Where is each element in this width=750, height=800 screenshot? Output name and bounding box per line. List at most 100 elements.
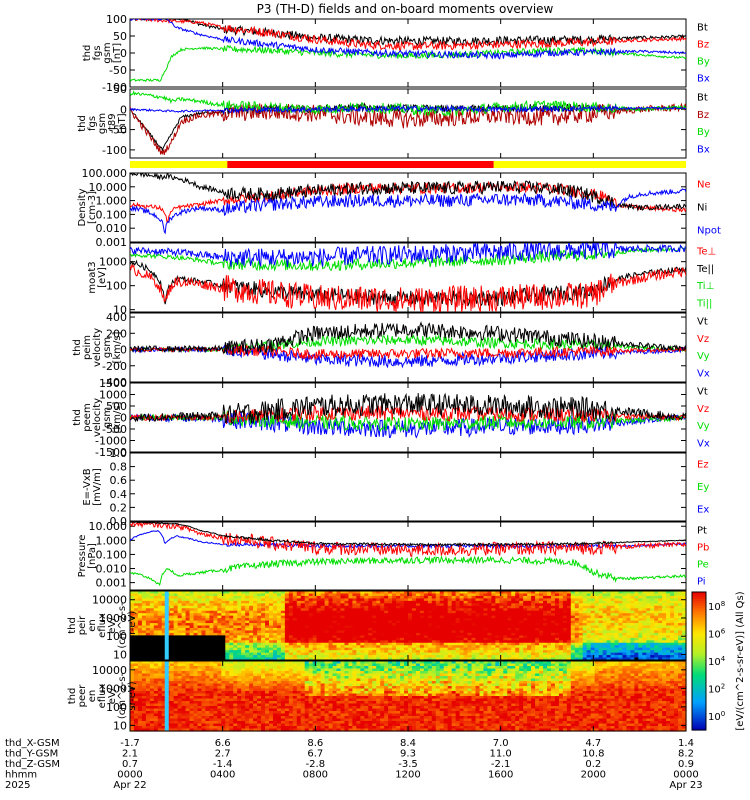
heat-cell [650, 591, 655, 595]
heat-cell [157, 696, 163, 700]
heat-cell [169, 608, 175, 612]
heat-cell [431, 635, 437, 639]
heat-cell [173, 726, 179, 730]
heat-cell [137, 668, 143, 672]
heat-cell [543, 595, 548, 599]
heat-cell [300, 593, 306, 597]
heat-cell [328, 600, 334, 604]
heat-cell [535, 655, 540, 659]
heat-cell [630, 598, 635, 602]
heat-cell [336, 655, 342, 659]
heat-cell [443, 593, 449, 597]
heat-cell [423, 615, 429, 619]
heat-cell [352, 630, 357, 634]
heat-cell [423, 618, 429, 622]
heat-cell [185, 650, 191, 654]
heat-cell [682, 600, 687, 604]
heat-cell [515, 652, 520, 656]
heat-cell [229, 686, 234, 690]
heat-cell [157, 706, 163, 710]
heat-cell [527, 620, 532, 624]
heat-cell [562, 640, 568, 644]
heat-cell [229, 678, 234, 682]
heat-cell [388, 652, 393, 656]
heat-cell [177, 728, 183, 732]
fgs_sm-ylabel: thdfgsgsm-t89[nT] [77, 113, 128, 134]
heat-cell [558, 640, 564, 644]
heat-cell [642, 620, 647, 624]
heat-cell [209, 693, 214, 697]
heat-cell [201, 595, 207, 599]
heat-cell [423, 642, 429, 646]
heat-cell [304, 623, 310, 627]
heat-cell [324, 620, 330, 624]
heat-cell [137, 661, 143, 665]
heat-cell [523, 635, 528, 639]
heat-cell [451, 625, 457, 629]
legend-peim_vel-1: Vz [697, 334, 709, 345]
heat-cell [173, 630, 179, 634]
heat-cell [328, 640, 334, 644]
heat-cell [133, 673, 139, 677]
heat-cell [455, 645, 461, 649]
heat-cell [364, 615, 369, 619]
heat-cell [344, 635, 350, 639]
heat-cell [570, 627, 576, 632]
heat-cell [153, 642, 159, 646]
heat-cell [451, 605, 457, 609]
heat-cell [483, 595, 489, 599]
heat-cell [288, 591, 294, 595]
heat-cell [137, 600, 143, 604]
heat-cell [149, 666, 155, 670]
heat-cell [658, 610, 663, 614]
heat-cell [130, 673, 135, 677]
heat-cell [380, 610, 385, 614]
heat-cell [380, 620, 385, 624]
heat-cell [519, 595, 524, 599]
heat-cell [177, 650, 183, 654]
heat-cell [471, 600, 477, 604]
heat-cell [471, 595, 477, 599]
heat-cell [245, 645, 250, 649]
heat-cell [578, 627, 584, 632]
heat-cell [308, 605, 314, 609]
heat-cell [249, 657, 254, 661]
heat-cell [372, 642, 377, 646]
heat-cell [185, 647, 191, 651]
heat-cell [296, 655, 302, 659]
heat-cell [185, 668, 191, 672]
heat-cell [181, 600, 187, 604]
heat-cell [328, 625, 334, 629]
heat-cell [221, 666, 226, 670]
heat-cell [340, 630, 346, 634]
heat-cell [368, 623, 373, 627]
heat-cell [471, 608, 477, 612]
heat-cell [678, 615, 683, 619]
heat-cell [169, 721, 175, 725]
heat-cell [130, 618, 135, 622]
heat-cell [269, 620, 274, 624]
heat-cell [296, 627, 302, 632]
heat-cell [133, 598, 139, 602]
heat-cell [348, 642, 353, 646]
heat-cell [626, 657, 631, 661]
heat-cell [630, 647, 635, 651]
heat-cell [280, 598, 286, 602]
heat-cell [507, 640, 512, 644]
heat-cell [467, 625, 473, 629]
heat-cell [296, 615, 302, 619]
heat-cell [388, 625, 393, 629]
heat-cell [523, 598, 528, 602]
heat-cell [554, 627, 560, 632]
heat-cell [678, 642, 683, 646]
heat-cell [189, 703, 195, 707]
heat-cell [380, 642, 385, 646]
heat-cell [590, 645, 596, 649]
heat-cell [133, 647, 139, 651]
heat-cell [543, 605, 548, 609]
heat-cell [344, 640, 350, 644]
heat-cell [392, 625, 397, 629]
heat-cell [614, 610, 620, 614]
heat-cell [638, 623, 643, 627]
heat-cell [547, 593, 552, 597]
